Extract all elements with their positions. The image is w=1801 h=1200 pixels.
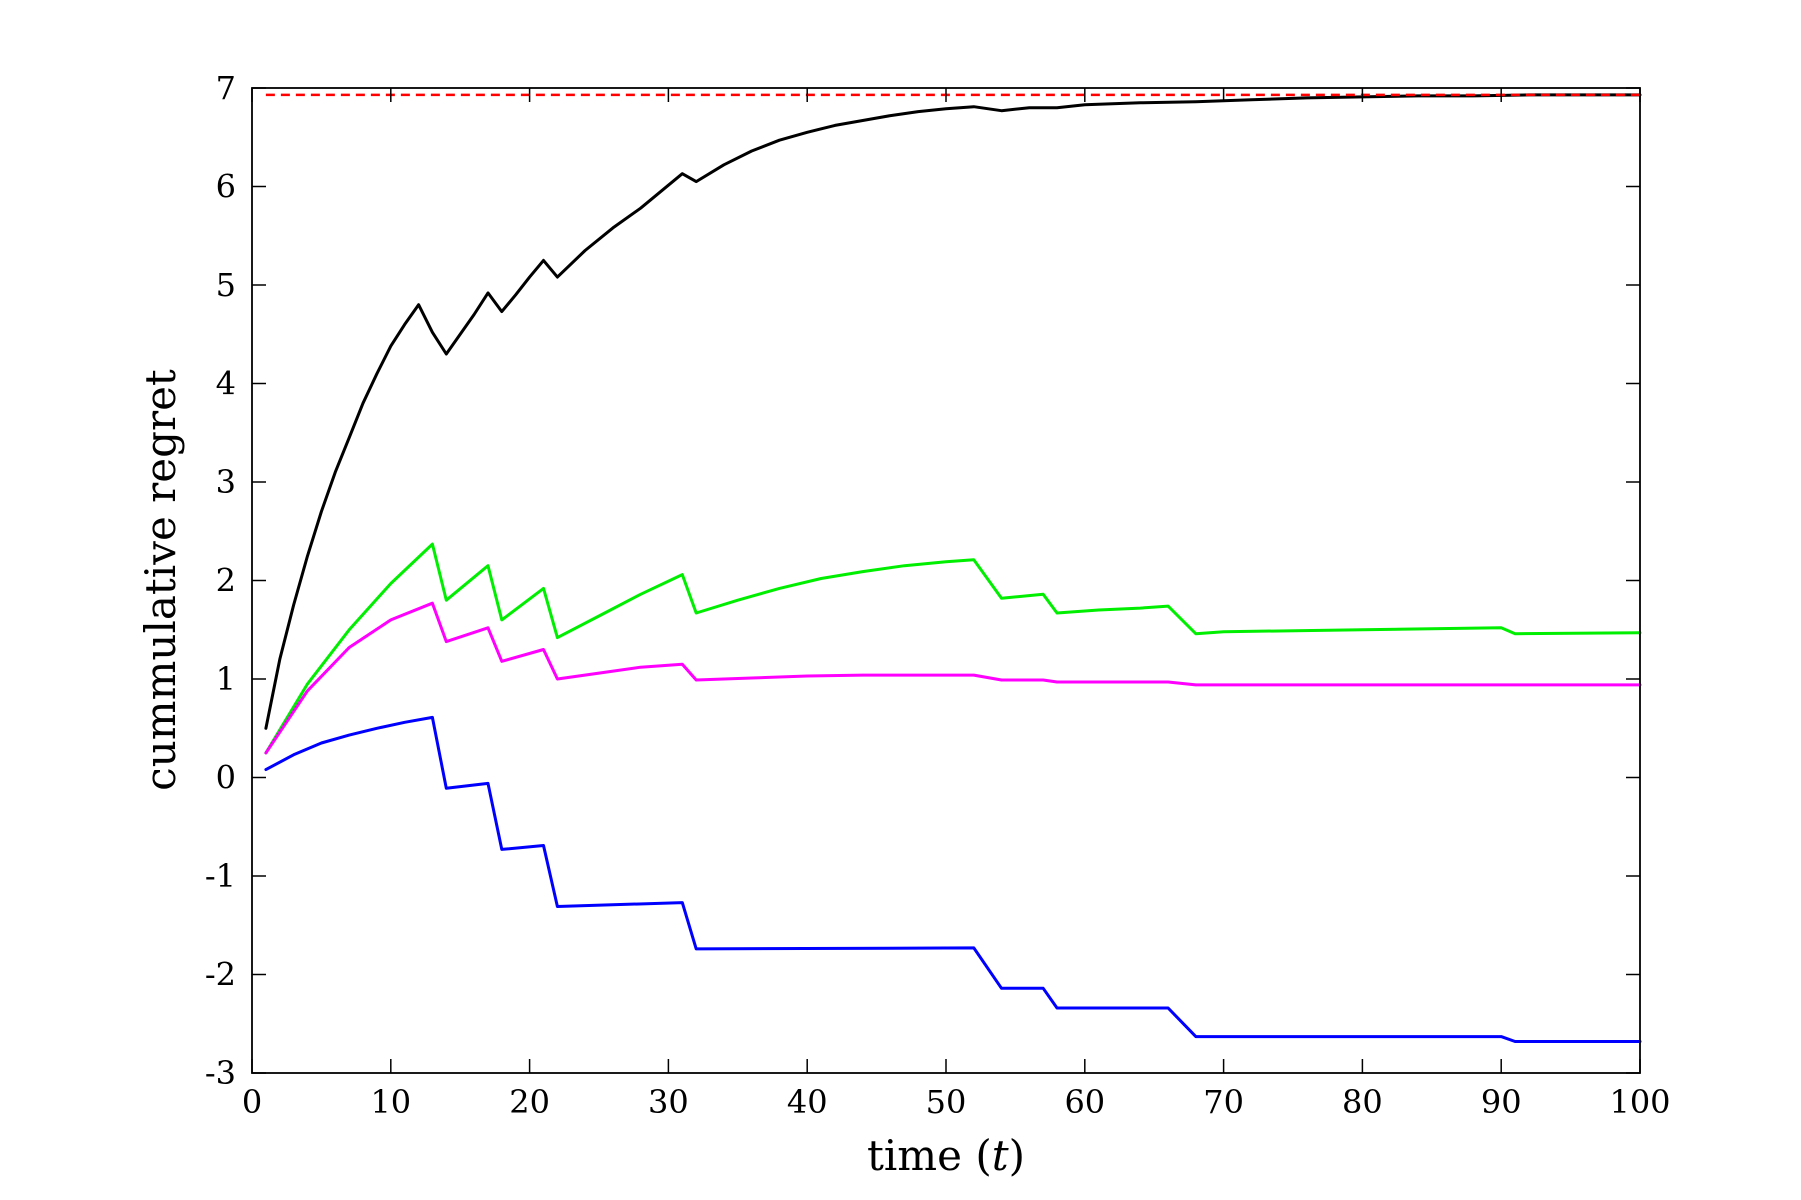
y-tick-label: 7 [216,69,236,107]
x-tick-label: 40 [787,1083,828,1121]
x-tick-label: 70 [1203,1083,1244,1121]
series-line-1 [264,93,1642,730]
y-axis-label: cummulative regret [136,369,185,791]
x-tick-label: 60 [1064,1083,1105,1121]
x-tick-label: 0 [242,1083,262,1121]
y-tick-label: 4 [216,365,236,403]
y-tick-label: 3 [216,463,236,501]
y-tick-label: -2 [205,956,236,994]
series-line-2 [264,542,1642,755]
x-tick-label: 90 [1481,1083,1522,1121]
y-tick-label: 2 [216,562,236,600]
series-line-4 [264,715,1642,1043]
series-line-3 [264,601,1642,755]
tick-labels: 0 10 20 30 40 50 60 70 80 90 100 -3 -2 -1 0 1 2 3 4 5 6 7 [205,69,1671,1121]
x-tick-label: 10 [370,1083,411,1121]
x-axis-label: time (t) [867,1131,1025,1180]
y-tick-label: 5 [216,266,236,304]
x-tick-label: 20 [509,1083,550,1121]
y-tick-label: 0 [216,759,236,797]
y-tick-label: -1 [205,857,236,895]
plot-area [264,93,1642,1043]
y-tick-label: 1 [216,660,236,698]
y-tick-label: -3 [205,1054,236,1092]
x-tick-label: 80 [1342,1083,1383,1121]
x-tick-label: 30 [648,1083,689,1121]
x-tick-label: 50 [926,1083,967,1121]
y-tick-label: 6 [216,168,236,206]
x-tick-label: 100 [1609,1083,1670,1121]
axis-ticks [251,87,1641,1074]
